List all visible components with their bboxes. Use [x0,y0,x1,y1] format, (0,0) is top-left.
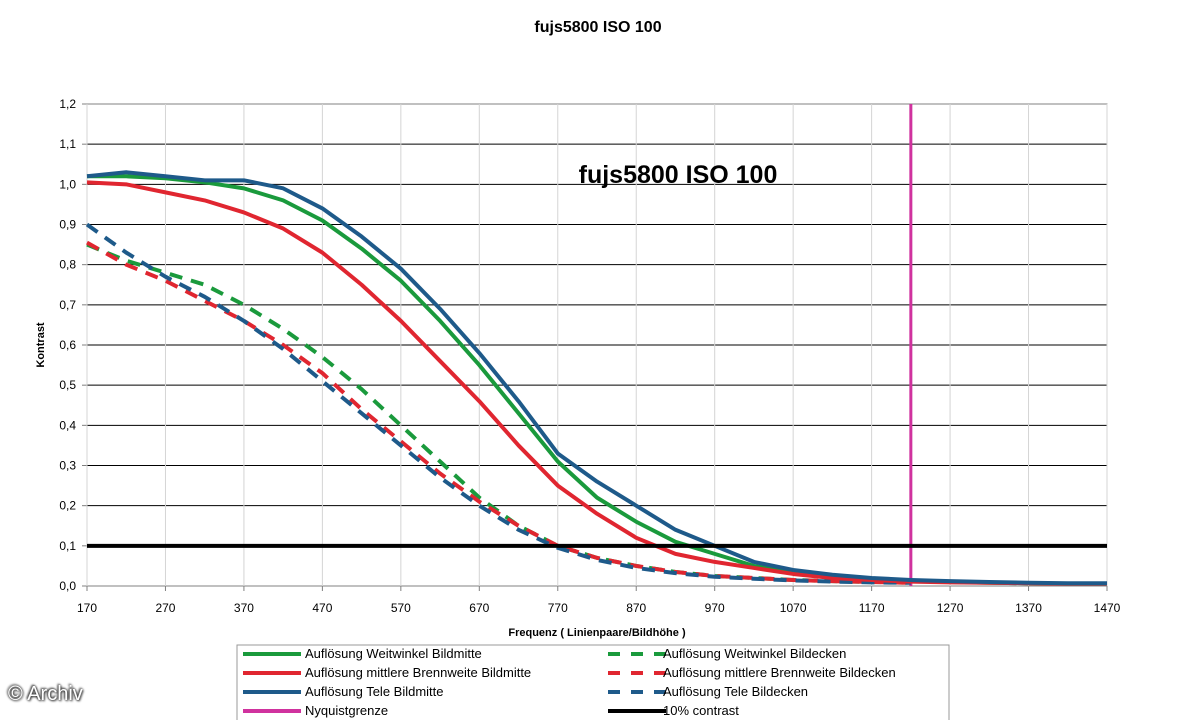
x-tick-label: 870 [626,601,646,615]
y-tick-label: 1,2 [59,97,76,111]
x-tick-label: 470 [312,601,332,615]
y-tick-label: 0,6 [59,338,76,352]
x-tick-label: 1170 [859,601,885,615]
x-tick-labels: 170 270 370 470 570 670 770 870 970 1070 1170 1270 1… [77,601,1121,615]
x-tick-label: 770 [548,601,568,615]
inner-chart-title: fujs5800 ISO 100 [579,161,778,189]
x-tick-label: 1070 [780,601,807,615]
x-axis-label: Frequenz ( Linienpaare/Bildhöhe ) [508,627,686,639]
x-tick-label: 970 [705,601,725,615]
y-tick-label: 1,0 [59,177,76,191]
y-tick-label: 0,4 [59,418,76,432]
y-tick-label: 0,0 [59,579,76,593]
legend-box [236,644,950,720]
chart-title: fujs5800 ISO 100 [534,19,661,36]
y-tick-label: 1,1 [59,137,76,151]
legend-label: Auflösung Tele Bildmitte [305,684,444,699]
y-tick-label: 0,3 [59,459,76,473]
y-tick-label: 0,1 [59,539,76,553]
y-tick-label: 0,8 [59,258,76,272]
series-lines [85,104,1107,586]
legend: Auflösung Weitwinkel Bildmitte Auflösung … [236,644,950,720]
x-tick-label: 170 [77,601,97,615]
gridlines [82,103,1108,591]
watermark-text: © Archiv [8,683,83,705]
x-tick-label: 1370 [1015,601,1042,615]
y-tick-label: 0,2 [59,499,76,513]
x-tick-label: 1470 [1094,601,1121,615]
y-axis-label: Kontrast [35,322,47,368]
x-tick-label: 270 [155,601,175,615]
y-tick-label: 0,9 [59,218,76,232]
y-tick-label: 0,5 [59,378,76,392]
series-line [86,240,911,585]
legend-label: Auflösung mittlere Brennweite Bildecken [663,665,896,680]
legend-label: Auflösung Weitwinkel Bildecken [663,646,846,661]
legend-label: 10% contrast [663,703,739,718]
y-tick-label: 0,7 [59,298,76,312]
legend-label: Nyquistgrenze [305,703,388,718]
x-tick-label: 370 [234,601,254,615]
legend-label: Auflösung Tele Bildecken [663,684,808,699]
series-line [85,222,911,585]
x-tick-label: 1270 [937,601,964,615]
series-line [86,170,1107,586]
y-tick-labels: 0,0 0,1 0,2 0,3 0,4 0,5 0,6 0,7 0,8 0,9 1,0 1,1 1,2 [59,97,76,593]
x-tick-label: 570 [391,601,411,615]
legend-label: Auflösung mittlere Brennweite Bildmitte [305,665,531,680]
legend-label: Auflösung Weitwinkel Bildmitte [305,646,482,661]
x-tick-label: 670 [469,601,489,615]
